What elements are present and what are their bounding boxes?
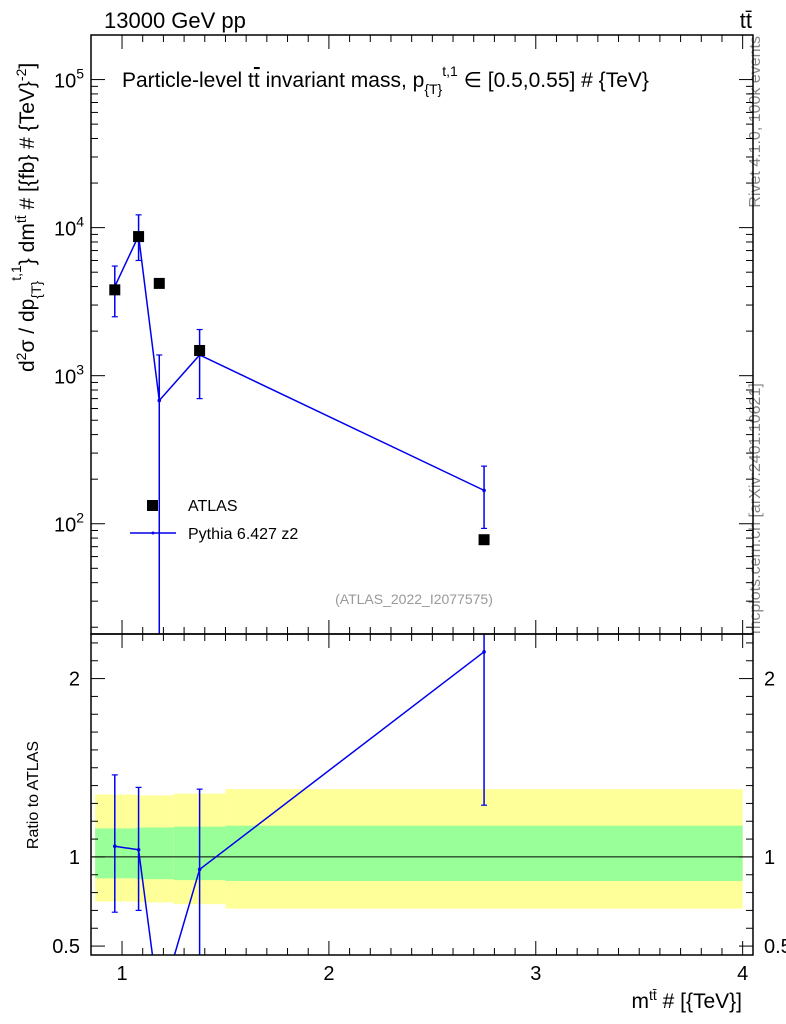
ratio-y-tick-label: 1 — [69, 847, 80, 869]
title-sub: {T} — [424, 81, 442, 97]
ylabel-e: # [{fb} # {TeV} — [16, 81, 39, 215]
ylabel-b: σ / dp — [16, 299, 39, 353]
x-tick-label: 1 — [116, 963, 127, 985]
title-part-tbar: t — [254, 69, 260, 92]
main-y-tick-label: 102 — [54, 510, 84, 537]
ratio-frame — [90, 633, 754, 956]
main-title: Particle-level tt invariant mass, p{T}t,… — [122, 63, 649, 97]
ylabel-d-sup: tt̄ — [13, 215, 29, 223]
title-part-2: invariant mass, p — [260, 69, 425, 92]
ylabel-e-sup: -2 — [13, 68, 29, 81]
mc-point-2 — [157, 398, 162, 403]
x-tick-label: 3 — [530, 963, 541, 985]
ratio-point-2 — [157, 1005, 161, 1009]
main-frame — [90, 34, 754, 635]
ratio-point-0 — [112, 844, 117, 849]
mc-point-4 — [482, 488, 486, 493]
ratio-y-tick-label: 0.5 — [52, 936, 80, 958]
data-point-3 — [194, 344, 206, 356]
ylabel-b-sub: {T} — [28, 280, 44, 298]
legend-atlas-label: ATLAS — [188, 498, 238, 515]
ratio-band-inner-1 — [136, 827, 174, 880]
xlabel-a-sup: tt̄ — [649, 987, 657, 1003]
data-point-0 — [109, 284, 121, 296]
data-point-1 — [133, 231, 145, 243]
main-mc-series — [111, 214, 488, 634]
ylabel-a: d — [16, 360, 39, 372]
ylabel-c: } — [16, 258, 39, 265]
data-point-4 — [478, 534, 490, 546]
rivet-label: Rivet 4.1.0, 100k events — [747, 36, 764, 208]
ratio-mc-series — [111, 634, 488, 1009]
source-label: mcplots.cern.ch [arXiv:2401.10621] — [747, 383, 764, 634]
x-axis-label: mtt̄ # [{TeV}] — [631, 987, 742, 1013]
xlabel-b: # [{TeV}] — [657, 990, 742, 1013]
ratio-point-4 — [482, 650, 486, 654]
ratio-point-1 — [136, 847, 141, 852]
title-sup: t,1 — [442, 63, 458, 79]
legend-pythia-dot — [151, 531, 155, 535]
ratio-y-tick-label-right: 0.5 — [764, 936, 786, 958]
ylabel-a-sup: 2 — [13, 352, 29, 360]
main-y-tick-label: 104 — [54, 214, 84, 241]
legend: ATLAS Pythia 6.427 z2 — [130, 498, 298, 543]
mc-line — [114, 233, 485, 492]
ratio-bands — [95, 789, 743, 909]
ratio-y-tick-label-right: 1 — [764, 847, 775, 869]
header-energy: 13000 GeV pp — [104, 8, 246, 33]
title-part-1: Particle-level t — [122, 69, 254, 92]
main-ylabel: d2σ / dp{T}t,1} dmtt̄ # [{fb} # {TeV}-2] — [8, 63, 44, 372]
ratio-band-inner-3 — [225, 825, 743, 881]
data-point-2 — [153, 277, 165, 289]
ratio-point-3 — [197, 867, 202, 872]
ratio-y-tick-label: 2 — [69, 669, 80, 691]
ylabel-f: ] — [16, 63, 39, 69]
ratio-y-tick-label-right: 2 — [764, 669, 775, 691]
axis-ticks: 1 2 3 4 102 103 104 105 0.5 0.5 1 1 2 2 — [52, 34, 786, 985]
header-process: tt̄ — [740, 8, 752, 33]
legend-pythia-label: Pythia 6.427 z2 — [188, 526, 298, 543]
main-data-series — [109, 231, 490, 546]
ylabel-b-sup: t,1 — [8, 265, 24, 281]
legend-atlas-marker — [147, 500, 158, 511]
ylabel-d: dm — [16, 223, 39, 258]
ratio-band-inner-0 — [95, 828, 137, 879]
main-y-tick-label: 103 — [54, 362, 84, 389]
main-y-tick-label: 105 — [54, 66, 84, 93]
x-tick-label: 2 — [323, 963, 334, 985]
ratio-mc-line — [114, 651, 485, 955]
x-tick-label: 4 — [737, 963, 748, 985]
analysis-watermark: (ATLAS_2022_I2077575) — [335, 591, 493, 607]
title-part-3: ∈ [0.5,0.55] # {TeV} — [458, 69, 649, 92]
ratio-ylabel: Ratio to ATLAS — [25, 741, 42, 849]
xlabel-a: m — [631, 990, 649, 1013]
